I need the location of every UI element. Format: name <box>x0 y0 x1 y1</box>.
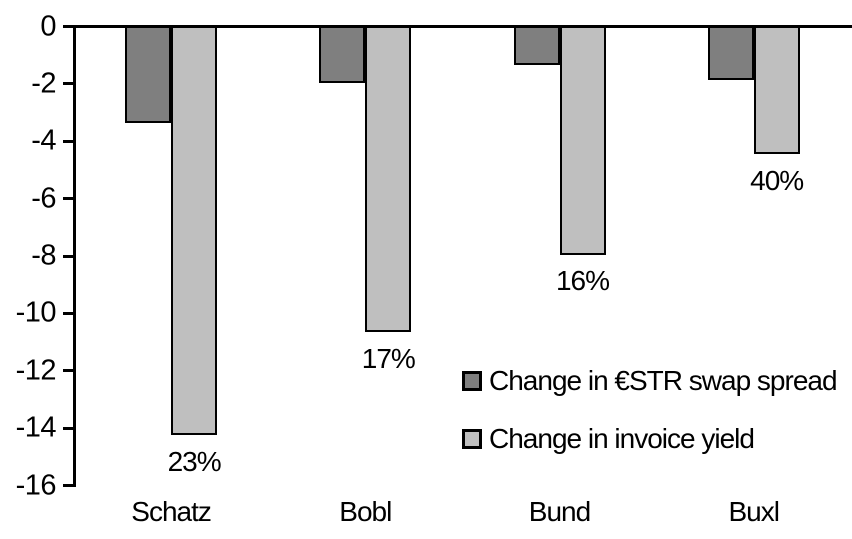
bar-buxl-swap-spread <box>707 25 754 80</box>
legend-item-swap-spread: Change in €STR swap spread <box>462 365 838 397</box>
y-tick-mark <box>62 139 73 143</box>
data-label-buxl: 40% <box>750 164 804 196</box>
y-tick-mark <box>62 197 73 201</box>
y-tick-label: -12 <box>15 354 57 387</box>
legend-label-swap-spread: Change in €STR swap spread <box>489 365 838 396</box>
legend: Change in €STR swap spread Change in inv… <box>462 365 838 482</box>
bar-bund-invoice-yield <box>559 25 606 255</box>
y-tick-label: -4 <box>31 124 56 157</box>
bar-buxl-invoice-yield <box>753 25 800 155</box>
x-axis-label-schatz: Schatz <box>131 496 212 527</box>
y-tick-label: -6 <box>31 182 56 215</box>
y-tick-mark <box>62 311 73 315</box>
y-tick-label: -8 <box>31 239 56 272</box>
legend-swatch-invoice-yield <box>462 429 482 450</box>
y-tick-mark <box>62 484 73 487</box>
bar-bund-swap-spread <box>513 25 560 66</box>
y-tick-label: 0 <box>40 10 56 42</box>
y-tick-mark <box>62 25 73 28</box>
bar-schatz-swap-spread <box>125 25 172 123</box>
y-tick-mark <box>62 82 73 86</box>
bar-schatz-invoice-yield <box>171 25 218 436</box>
x-axis-label-bobl: Bobl <box>339 496 392 527</box>
y-tick-label: -2 <box>31 67 56 100</box>
legend-label-invoice-yield: Change in invoice yield <box>489 422 755 454</box>
y-tick-mark <box>62 369 73 373</box>
y-tick-label: -14 <box>15 411 57 444</box>
x-axis-label-bund: Bund <box>528 496 591 527</box>
bar-bobl-invoice-yield <box>365 25 412 333</box>
y-tick-mark <box>62 254 73 258</box>
data-label-bund: 16% <box>555 265 610 297</box>
y-tick-label: -10 <box>15 296 57 329</box>
bar-bobl-swap-spread <box>319 25 366 83</box>
data-label-bobl: 17% <box>361 342 416 374</box>
legend-item-invoice-yield: Change in invoice yield <box>462 422 837 455</box>
y-tick-mark <box>62 426 73 430</box>
x-axis-zero-line <box>72 25 852 28</box>
legend-swatch-swap-spread <box>462 371 482 392</box>
y-tick-label: -16 <box>15 469 57 501</box>
data-label-schatz: 23% <box>167 445 222 477</box>
x-axis-label-buxl: Buxl <box>728 496 779 527</box>
y-axis-line <box>72 25 76 487</box>
